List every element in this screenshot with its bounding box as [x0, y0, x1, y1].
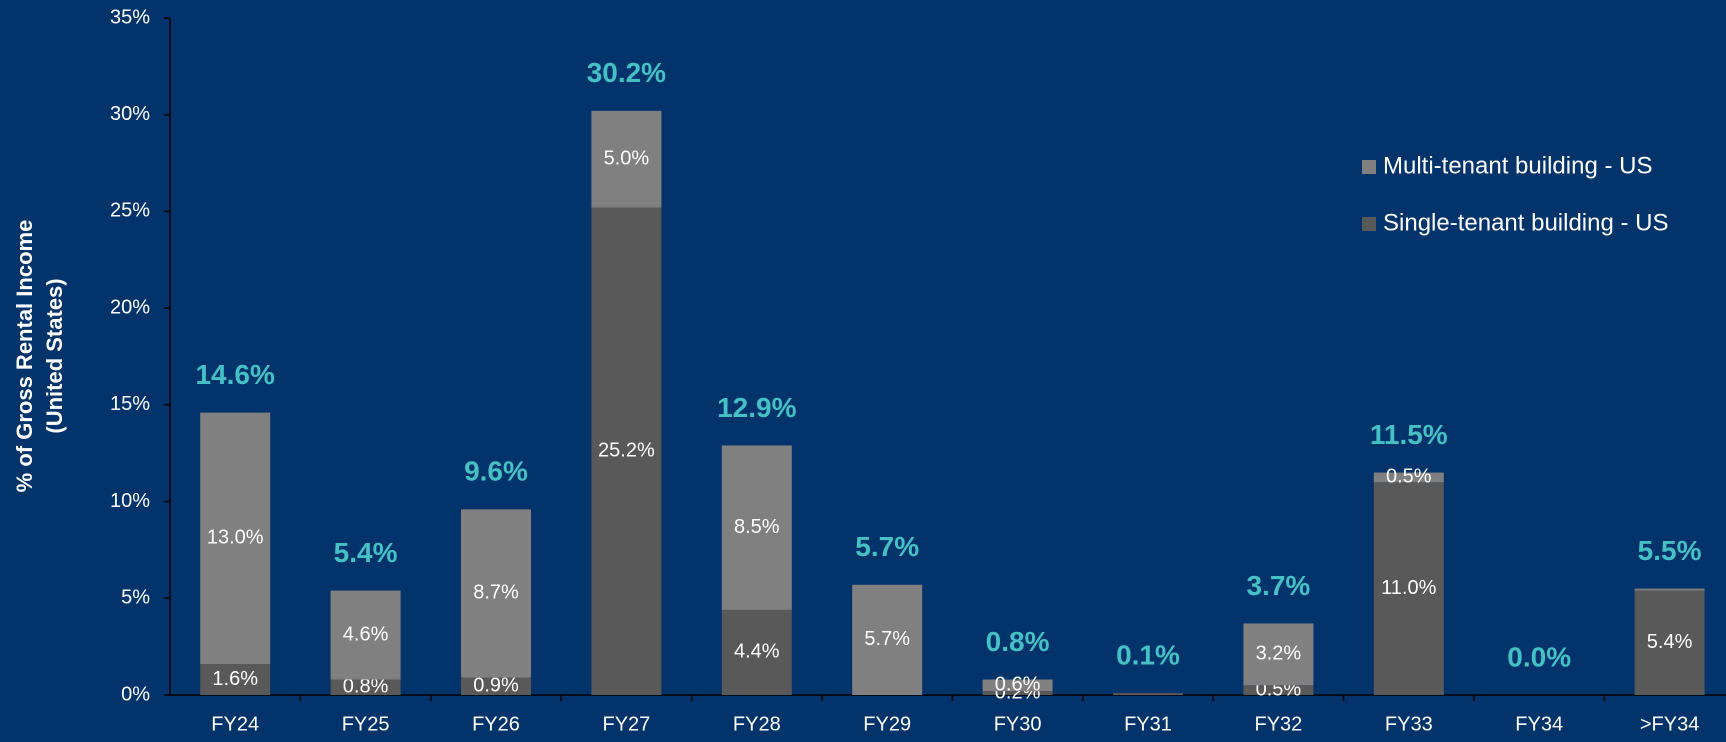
segment-label: 3.2%: [1256, 643, 1302, 665]
segment-label: 0.8%: [343, 676, 389, 698]
x-tick-label: FY29: [863, 713, 911, 735]
segment-label: 11.0%: [1381, 577, 1436, 599]
bar-segment: [1634, 588, 1705, 591]
bar-segment: [982, 679, 1053, 692]
y-tick-label: 10%: [110, 490, 150, 512]
y-axis-title: (United States): [42, 278, 67, 433]
x-tick-label: FY34: [1515, 713, 1563, 735]
total-label: 30.2%: [587, 57, 666, 88]
y-tick-label: 5%: [121, 587, 150, 609]
total-label: 3.7%: [1246, 570, 1310, 601]
total-label: 5.4%: [334, 537, 398, 568]
legend-swatch: [1362, 160, 1376, 174]
segment-label: 5.7%: [864, 628, 910, 650]
legend-swatch: [1362, 217, 1376, 231]
total-label: 9.6%: [464, 456, 528, 487]
segment-label: 4.4%: [734, 641, 780, 663]
total-label: 0.8%: [986, 626, 1050, 657]
x-tick-label: FY27: [602, 713, 650, 735]
x-tick-label: >FY34: [1640, 713, 1699, 735]
segment-label: 4.6%: [343, 623, 389, 645]
segment-label: 8.7%: [473, 582, 519, 604]
bar-segment: [721, 445, 792, 610]
y-tick-label: 0%: [121, 683, 150, 705]
bar-segment: [721, 609, 792, 695]
total-label: 0.0%: [1507, 641, 1571, 672]
bar-segment: [1243, 685, 1314, 695]
x-tick-label: FY31: [1124, 713, 1172, 735]
x-tick-label: FY33: [1385, 713, 1433, 735]
total-label: 11.5%: [1370, 419, 1448, 450]
segment-label: 1.6%: [212, 668, 258, 690]
total-label: 5.7%: [855, 531, 919, 562]
bar-segment: [461, 509, 531, 678]
total-label: 14.6%: [195, 359, 274, 390]
bar-segment: [461, 677, 531, 695]
y-tick-label: 35%: [110, 6, 150, 28]
segment-label: 25.2%: [598, 440, 655, 462]
segment-label: 0.6%: [995, 674, 1041, 696]
bar-segment: [1373, 482, 1444, 695]
bar-segment: [1243, 623, 1314, 686]
bar-segment: [982, 691, 1053, 695]
x-tick-label: FY32: [1254, 713, 1302, 735]
bar-segment: [852, 584, 923, 695]
y-tick-label: 20%: [110, 296, 150, 318]
bar-segment: [200, 412, 271, 665]
y-axis-title: % of Gross Rental Income: [12, 220, 37, 493]
y-tick-label: 30%: [110, 103, 150, 125]
bar-segment: [1373, 472, 1444, 483]
segment-label: 0.5%: [1386, 466, 1432, 488]
total-label: 12.9%: [717, 392, 796, 423]
total-label: 0.1%: [1116, 639, 1180, 670]
x-tick-label: FY28: [733, 713, 781, 735]
x-tick-label: FY25: [342, 713, 390, 735]
segment-label: 0.9%: [473, 675, 519, 697]
bar-segment: [1634, 590, 1705, 695]
bar-segment: [591, 110, 662, 208]
x-tick-label: FY26: [472, 713, 520, 735]
legend-label: Single-tenant building - US: [1383, 209, 1669, 236]
segment-label: 13.0%: [207, 527, 264, 549]
bar-segment: [330, 590, 401, 680]
x-tick-label: FY24: [211, 713, 259, 735]
y-tick-label: 25%: [110, 200, 150, 222]
y-tick-label: 15%: [110, 393, 150, 415]
bar-segment: [591, 207, 662, 695]
legend-label: Multi-tenant building - US: [1383, 152, 1652, 179]
bar-segment: [1113, 693, 1183, 695]
segment-label: 8.5%: [734, 516, 780, 538]
bar-segment: [330, 679, 401, 695]
x-tick-label: FY30: [994, 713, 1042, 735]
total-label: 5.5%: [1638, 535, 1702, 566]
bar-segment: [200, 664, 271, 695]
segment-label: 5.0%: [604, 147, 650, 169]
segment-label: 5.4%: [1647, 631, 1693, 653]
